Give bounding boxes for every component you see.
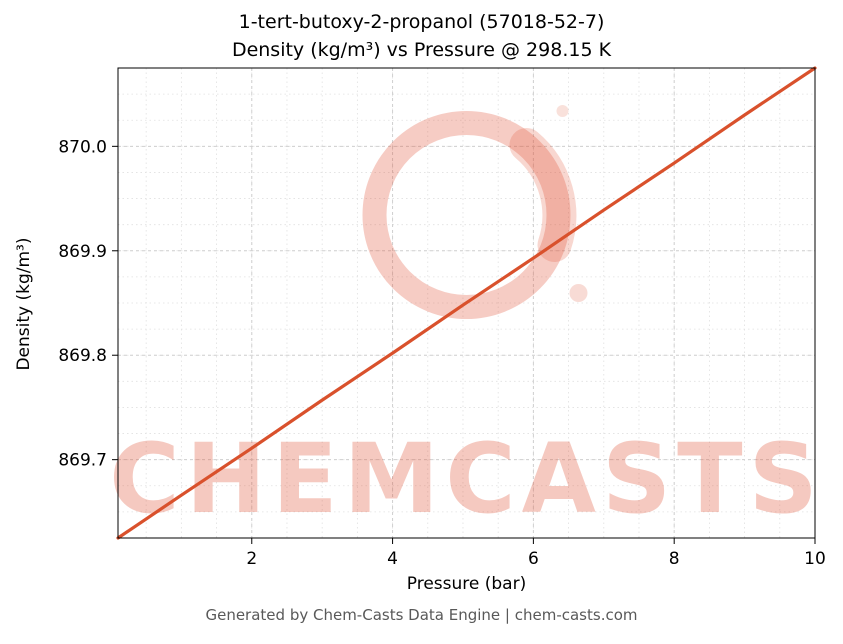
watermark-text: CHEMCASTS xyxy=(109,423,823,535)
watermark-ring-brush-icon xyxy=(509,128,577,262)
x-tick-label: 10 xyxy=(804,549,826,569)
x-axis-label: Pressure (bar) xyxy=(406,574,527,594)
x-tick-label: 2 xyxy=(246,549,257,569)
y-tick-label: 870.0 xyxy=(58,137,107,157)
y-tick-label: 869.9 xyxy=(58,242,107,262)
x-tick-label: 8 xyxy=(669,549,680,569)
title-line-2: Density (kg/m³) vs Pressure @ 298.15 K xyxy=(231,39,612,61)
title-line-1: 1-tert-butoxy-2-propanol (57018-52-7) xyxy=(238,11,605,33)
watermark-splash-icon xyxy=(569,284,588,302)
y-tick-label: 869.7 xyxy=(58,451,107,471)
data-line xyxy=(116,66,817,540)
y-axis-label: Density (kg/m³) xyxy=(14,237,34,371)
plot-frame xyxy=(117,67,816,539)
y-tick-label: 869.8 xyxy=(58,346,107,366)
watermark-ring-icon xyxy=(362,111,571,319)
footer-text: Generated by Chem-Casts Data Engine | ch… xyxy=(205,606,638,624)
x-tick-label: 6 xyxy=(528,549,539,569)
watermark-splash-icon xyxy=(556,105,569,117)
x-tick-label: 4 xyxy=(387,549,398,569)
chart-title: 1-tert-butoxy-2-propanol (57018-52-7) De… xyxy=(0,8,843,64)
